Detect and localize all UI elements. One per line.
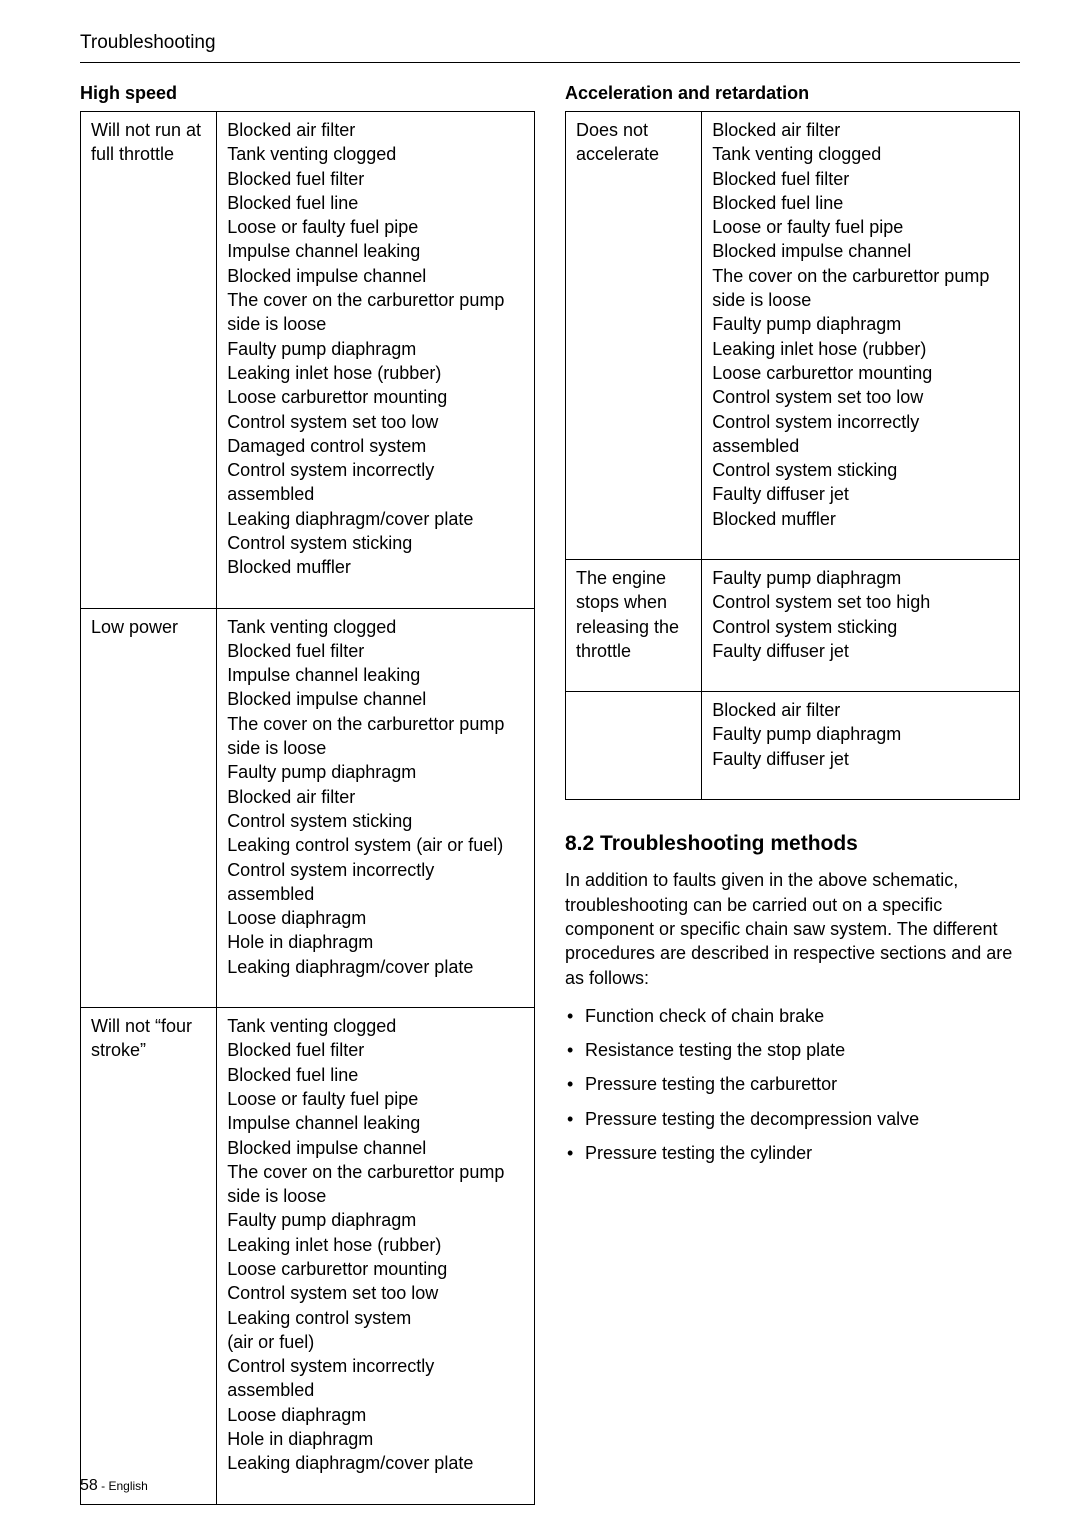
methods-list: Function check of chain brake Resistance… — [565, 1004, 1020, 1165]
symptom-cell: Will not run at full throttle — [81, 111, 217, 608]
causes-cell: Tank venting cloggedBlocked fuel filterI… — [217, 608, 535, 1007]
footer-language: English — [108, 1479, 147, 1493]
causes-cell: Blocked air filterTank venting cloggedBl… — [217, 111, 535, 608]
left-column: High speed Will not run at full throttle… — [80, 81, 535, 1505]
high-speed-table: Will not run at full throttle Blocked ai… — [80, 111, 535, 1505]
page-number: 58 — [80, 1477, 98, 1494]
symptom-cell — [566, 692, 702, 800]
symptom-cell: The engine stops when releasing the thro… — [566, 559, 702, 691]
list-item: Pressure testing the decompression valve — [565, 1107, 1020, 1131]
right-column: Acceleration and retardation Does not ac… — [565, 81, 1020, 1505]
table-row: Will not run at full throttle Blocked ai… — [81, 111, 535, 608]
left-heading: High speed — [80, 81, 535, 105]
symptom-cell: Does not accelerate — [566, 111, 702, 559]
table-row: Does not accelerate Blocked air filterTa… — [566, 111, 1020, 559]
table-row: Blocked air filterFaulty pump diaphragmF… — [566, 692, 1020, 800]
accel-retard-table: Does not accelerate Blocked air filterTa… — [565, 111, 1020, 800]
symptom-cell: Will not “four stroke” — [81, 1008, 217, 1505]
table-row: Will not “four stroke” Tank venting clog… — [81, 1008, 535, 1505]
footer-dash: - — [98, 1479, 109, 1493]
causes-cell: Faulty pump diaphragmControl system set … — [702, 559, 1020, 691]
causes-cell: Blocked air filterFaulty pump diaphragmF… — [702, 692, 1020, 800]
list-item: Pressure testing the carburettor — [565, 1072, 1020, 1096]
causes-cell: Blocked air filterTank venting cloggedBl… — [702, 111, 1020, 559]
list-item: Pressure testing the cylinder — [565, 1141, 1020, 1165]
table-row: The engine stops when releasing the thro… — [566, 559, 1020, 691]
list-item: Function check of chain brake — [565, 1004, 1020, 1028]
right-heading: Acceleration and retardation — [565, 81, 1020, 105]
list-item: Resistance testing the stop plate — [565, 1038, 1020, 1062]
symptom-cell: Low power — [81, 608, 217, 1007]
subsection-title: 8.2 Troubleshooting methods — [565, 830, 1020, 858]
causes-cell: Tank venting cloggedBlocked fuel filterB… — [217, 1008, 535, 1505]
table-row: Low power Tank venting cloggedBlocked fu… — [81, 608, 535, 1007]
content-columns: High speed Will not run at full throttle… — [80, 81, 1020, 1505]
page-header: Troubleshooting — [80, 30, 1020, 63]
page-footer: 58 - English — [80, 1475, 148, 1497]
subsection-paragraph: In addition to faults given in the above… — [565, 868, 1020, 989]
